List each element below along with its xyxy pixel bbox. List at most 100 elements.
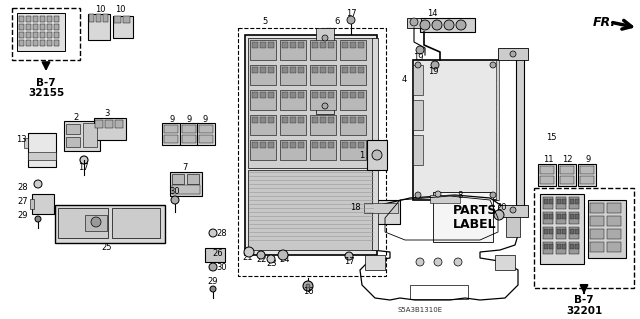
Bar [562,229,566,234]
Text: 18: 18 [349,204,360,212]
Text: 3: 3 [104,108,109,117]
Bar [540,194,584,264]
Text: 16: 16 [303,287,314,296]
Bar [197,123,215,145]
Bar [260,67,266,73]
Bar [413,100,423,130]
Bar [182,135,196,143]
Text: 10: 10 [115,5,125,14]
Bar [413,135,423,165]
Bar [282,117,288,123]
Bar [340,140,366,160]
Bar [252,92,258,98]
Bar [549,199,553,204]
Bar [569,227,579,239]
Bar [113,16,133,38]
Text: 13: 13 [16,135,26,144]
Circle shape [431,61,439,69]
Bar [570,229,574,234]
Bar [590,229,604,239]
Bar [557,244,561,249]
Bar [103,14,108,22]
Bar [250,115,276,135]
Bar [268,117,274,123]
Circle shape [303,281,313,291]
Bar [180,123,198,145]
Bar [26,16,31,22]
Bar [47,24,52,30]
Text: 27: 27 [18,197,28,205]
Bar [280,65,306,85]
Bar [112,208,160,238]
Bar [250,65,276,85]
Bar [298,142,304,148]
Bar [328,142,334,148]
Bar [88,14,110,40]
Bar [250,90,276,110]
Circle shape [91,217,101,227]
Bar [543,212,553,224]
Bar [367,140,387,170]
Bar [28,133,56,167]
Bar [33,24,38,30]
Circle shape [210,286,216,292]
Bar [433,192,493,242]
Bar [54,40,59,46]
Circle shape [209,263,217,271]
Bar [30,199,34,209]
Bar [89,14,94,22]
Bar [54,32,59,38]
Bar [260,92,266,98]
Bar [164,135,178,143]
Bar [350,92,356,98]
Bar [172,185,200,194]
Bar [40,16,45,22]
Circle shape [171,196,179,204]
Text: 29: 29 [208,278,218,286]
Bar [250,40,276,60]
Circle shape [510,207,516,213]
Bar [575,214,579,219]
Bar [549,244,553,249]
Bar [290,117,296,123]
Text: PARTS: PARTS [453,204,497,217]
Bar [290,42,296,48]
Bar [580,166,594,174]
Text: 32201: 32201 [566,306,602,316]
Bar [590,242,604,252]
Circle shape [415,192,421,198]
Bar [562,244,566,249]
Bar [358,117,364,123]
Circle shape [435,191,441,197]
Bar [413,65,423,95]
Text: 1: 1 [360,151,365,160]
Circle shape [415,62,421,68]
Bar [420,18,475,32]
Bar [32,194,54,214]
Circle shape [35,216,41,222]
Bar [316,100,334,114]
Bar [248,170,374,250]
Circle shape [416,46,424,54]
Text: 24: 24 [280,256,291,264]
Bar [12,8,80,60]
Circle shape [494,210,504,220]
Bar [534,188,634,288]
Bar [245,35,377,255]
Bar [578,164,596,186]
Bar [310,40,336,60]
Bar [114,16,121,23]
Bar [340,115,366,135]
Bar [557,214,561,219]
Bar [182,125,196,133]
Bar [268,142,274,148]
Bar [115,120,123,128]
Circle shape [490,62,496,68]
Bar [544,229,548,234]
Text: 14: 14 [427,10,437,19]
Bar [310,140,336,160]
Bar [268,42,274,48]
Bar [248,38,374,168]
Bar [570,199,574,204]
Bar [556,212,566,224]
